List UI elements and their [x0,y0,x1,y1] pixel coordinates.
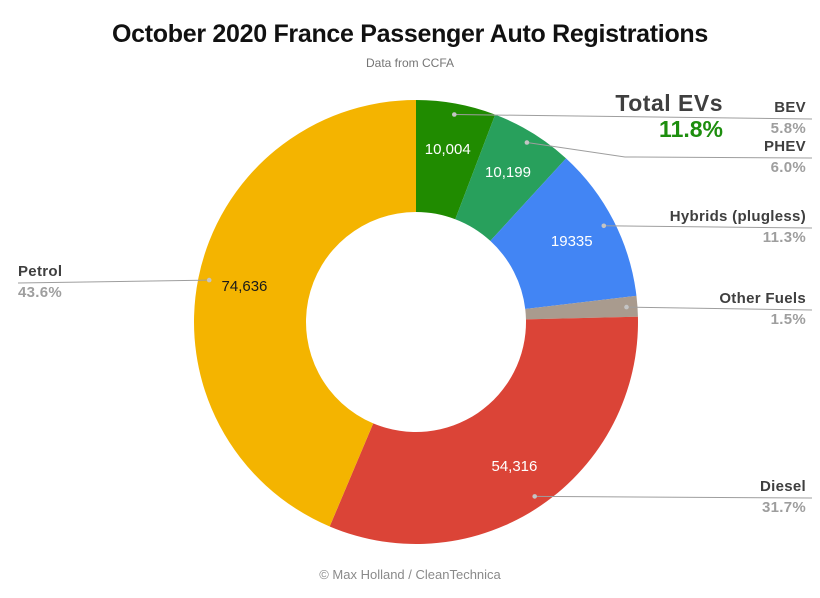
leader-line-phev [526,142,813,159]
callout-diesel: Diesel 31.7% [760,479,806,516]
slice-other-fuels [525,295,638,320]
anchor-dots [206,112,629,499]
callout-phev-label: PHEV [763,138,806,155]
slice-petrol [194,100,416,527]
total-evs-pct: 11.8% [659,116,723,142]
slice-bev [416,100,496,220]
leader-line-other-fuels [626,306,813,311]
leader-line-bev [454,114,813,120]
callout-petrol-pct: 43.6% [18,284,63,301]
donut-slices [194,100,638,544]
chart-title: October 2020 France Passenger Auto Regis… [112,20,708,48]
callout-bev: BEV 5.8% [771,100,806,137]
leader-line-hybrids-plugless [603,225,813,229]
slice-phev [455,114,567,241]
slice-hybrids-plugless [490,158,637,310]
value-label-phev: 10,199 [485,164,531,182]
callout-phev-pct: 6.0% [770,159,806,176]
chart-subtitle: Data from CCFA [365,56,455,70]
callout-petrol-label: Petrol [18,263,63,280]
anchor-dot-other-fuels [624,304,629,310]
leader-lines [17,114,813,499]
callout-hybrids-pct: 11.3% [762,229,806,246]
anchor-dot-phev [524,140,530,145]
value-label-bev: 10,004 [424,140,471,158]
value-label-diesel: 54,316 [491,457,538,475]
value-label-hybrids: 19335 [550,233,593,251]
value-label-petrol: 74,636 [221,278,268,296]
callout-other-fuels-label: Other Fuels [719,290,806,307]
leader-line-petrol [17,279,210,284]
callout-diesel-label: Diesel [760,478,806,495]
anchor-dot-diesel [532,494,537,499]
callout-hybrids-label: Hybrids (plugless) [669,208,806,225]
callout-other-fuels-pct: 1.5% [770,311,806,328]
callout-other-fuels: Other Fuels 1.5% [719,291,806,328]
callout-bev-pct: 5.8% [770,120,806,137]
total-evs-label: Total EVs [615,90,723,116]
callout-bev-label: BEV [774,99,806,116]
anchor-dot-petrol [206,277,212,283]
anchor-dot-bev [452,112,457,117]
callout-petrol: Petrol 43.6% [18,264,62,301]
slice-diesel [329,316,638,544]
anchor-dot-hybrids-plugless [601,223,607,229]
callout-diesel-pct: 31.7% [761,499,806,516]
credit-line: © Max Holland / CleanTechnica [319,567,501,582]
callout-phev: PHEV 6.0% [764,139,806,176]
total-evs-annotation: Total EVs 11.8% [615,90,723,142]
leader-line-diesel [534,495,813,499]
callout-hybrids: Hybrids (plugless) 11.3% [670,209,806,246]
